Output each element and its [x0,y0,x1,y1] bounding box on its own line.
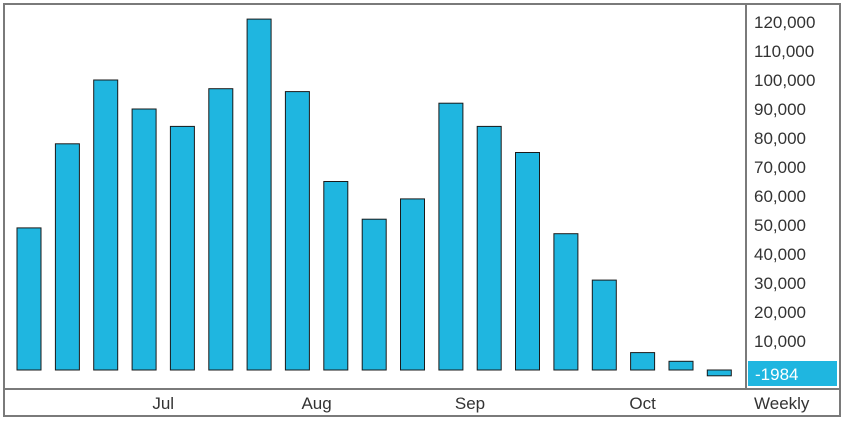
bar [630,352,656,371]
y-tick-label: 30,000 [754,274,806,293]
x-tick-label: Oct [629,394,656,413]
y-tick-label: 110,000 [754,42,814,61]
last-value-marker-bg [748,361,837,386]
bar [16,227,42,371]
bar [169,125,195,371]
bar [438,102,464,371]
chart-frame: 120,000 110,000 100,000 90,000 80,000 70,000 6… [3,3,841,417]
y-tick-label: 120,000 [754,13,815,32]
y-tick-label: 70,000 [754,158,806,177]
x-tick-label: Jul [152,394,174,413]
bar [93,79,119,371]
y-tick-label: 10,000 [754,332,806,351]
y-axis-ticks: 120,000 110,000 100,000 90,000 80,000 70,000 6… [754,13,815,351]
bar [131,108,157,371]
y-tick-label: 20,000 [754,303,806,322]
bar [476,125,502,371]
y-tick-label: 40,000 [754,245,806,264]
last-value-marker: -1984 [755,365,798,384]
x-tick-label: Sep [455,394,485,413]
bar [706,369,732,377]
bar [246,18,272,371]
frequency-label: Weekly [754,394,810,413]
bar [400,198,425,371]
bar [591,279,617,371]
y-tick-label: 80,000 [754,129,806,148]
bar [553,233,579,371]
y-tick-label: 90,000 [754,100,806,119]
y-tick-label: 50,000 [754,216,806,235]
bar [668,360,694,371]
bar [284,91,310,371]
y-tick-label: 60,000 [754,187,806,206]
y-tick-label: 100,000 [754,71,815,90]
bar [208,88,234,371]
bar-chart: 120,000 110,000 100,000 90,000 80,000 70,000 6… [5,5,839,413]
bars-group [16,18,732,377]
bar [361,218,387,371]
bar [323,181,349,371]
x-axis-labels: Jul Aug Sep Oct [152,394,656,413]
bar [54,143,80,371]
x-tick-label: Aug [301,394,331,413]
bar [515,152,540,371]
